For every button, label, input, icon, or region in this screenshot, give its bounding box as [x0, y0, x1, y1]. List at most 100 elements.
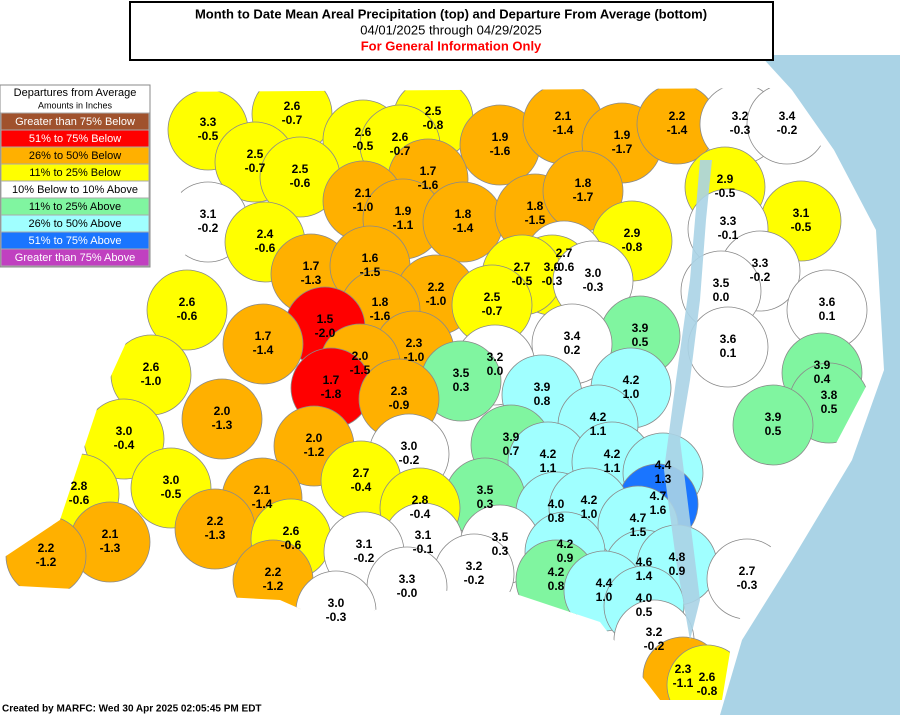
precip-label: 3.9: [632, 321, 649, 335]
departure-label: 0.8: [534, 394, 551, 408]
departure-label: 1.3: [655, 472, 672, 486]
departure-label: -0.2: [198, 221, 219, 235]
precip-label: 3.4: [564, 329, 581, 343]
departure-label: 0.5: [765, 424, 782, 438]
departure-label: 0.1: [720, 346, 737, 360]
departure-label: -1.0: [141, 374, 162, 388]
departure-label: -0.5: [353, 139, 374, 153]
departure-label: -0.4: [351, 480, 372, 494]
precip-label: 2.1: [254, 483, 271, 497]
departure-label: 0.3: [453, 380, 470, 394]
departure-label: 1.1: [590, 424, 607, 438]
departure-label: -0.3: [326, 610, 347, 624]
precip-label: 1.7: [255, 329, 272, 343]
departure-label: -1.6: [370, 309, 391, 323]
precip-label: 4.6: [636, 555, 653, 569]
departure-label: -0.6: [554, 260, 575, 274]
precip-label: 3.6: [720, 332, 737, 346]
departure-label: -1.4: [553, 123, 574, 137]
departure-label: -1.4: [667, 123, 688, 137]
precip-label: 1.9: [492, 130, 509, 144]
precip-label: 3.0: [544, 260, 561, 274]
departure-label: 1.1: [604, 461, 621, 475]
precip-label: 4.7: [630, 511, 647, 525]
departure-label: -2.0: [315, 326, 336, 340]
precip-label: 2.5: [425, 104, 442, 118]
precip-label: 1.7: [323, 373, 340, 387]
departure-label: 0.0: [713, 290, 730, 304]
precip-label: 2.1: [355, 186, 372, 200]
departure-label: -0.6: [281, 538, 302, 552]
bay: [664, 160, 712, 640]
precip-label: 2.7: [353, 466, 370, 480]
precip-label: 2.5: [247, 147, 264, 161]
precip-label: 4.0: [636, 591, 653, 605]
precip-label: 2.6: [283, 524, 300, 538]
precip-label: 3.8: [821, 388, 838, 402]
precip-label: 2.1: [555, 109, 572, 123]
precip-label: 3.5: [453, 366, 470, 380]
precip-label: 2.3: [406, 336, 423, 350]
precip-label: 2.0: [352, 349, 369, 363]
departure-label: 1.4: [636, 569, 653, 583]
departure-label: -0.8: [622, 240, 643, 254]
precip-label: 3.3: [720, 214, 737, 228]
dates: 04/01/2025 through 04/29/2025: [360, 22, 541, 37]
precip-label: 1.9: [614, 128, 631, 142]
departure-label: -1.0: [353, 200, 374, 214]
departure-label: -1.7: [573, 190, 594, 204]
precip-label: 1.9: [395, 204, 412, 218]
departure-label: -1.5: [360, 265, 381, 279]
precip-label: 1.8: [575, 176, 592, 190]
note: For General Information Only: [361, 38, 542, 53]
departure-label: -0.6: [69, 493, 90, 507]
precip-label: 1.7: [420, 164, 437, 178]
precip-label: 4.2: [540, 447, 557, 461]
departure-label: -1.4: [253, 343, 274, 357]
precip-label: 3.9: [814, 358, 831, 372]
precip-label: 3.0: [401, 439, 418, 453]
precip-label: 3.2: [466, 559, 483, 573]
departure-label: -0.5: [715, 186, 736, 200]
departure-label: -0.5: [198, 129, 219, 143]
departure-label: -0.7: [282, 113, 303, 127]
precip-label: 3.2: [732, 109, 749, 123]
departure-label: -0.3: [730, 123, 751, 137]
precip-label: 4.2: [557, 537, 574, 551]
precip-label: 3.1: [356, 537, 373, 551]
departure-label: -0.5: [512, 274, 533, 288]
precip-label: 3.4: [779, 109, 796, 123]
precip-label: 2.6: [284, 99, 301, 113]
precip-label: 3.1: [415, 528, 432, 542]
departure-label: -0.1: [413, 542, 434, 556]
precip-label: 2.2: [669, 109, 686, 123]
departure-label: -0.6: [255, 241, 276, 255]
precip-label: 3.0: [585, 266, 602, 280]
precip-label: 3.3: [752, 256, 769, 270]
legend-label: 51% to 75% Below: [29, 133, 121, 145]
departure-label: 1.6: [650, 503, 667, 517]
precip-label: 4.2: [623, 373, 640, 387]
departure-label: -0.2: [464, 573, 485, 587]
departure-label: -1.0: [426, 294, 447, 308]
precip-label: 3.0: [163, 473, 180, 487]
precip-label: 3.0: [328, 596, 345, 610]
region: [181, 378, 263, 460]
departure-label: -0.2: [777, 123, 798, 137]
precip-label: 3.9: [503, 430, 520, 444]
precip-label: 2.7: [514, 260, 531, 274]
precip-label: 3.3: [200, 115, 217, 129]
region: [732, 384, 814, 466]
departure-label: -0.5: [791, 220, 812, 234]
precip-label: 3.9: [534, 380, 551, 394]
departure-label: -1.2: [263, 579, 284, 593]
region: [146, 269, 228, 351]
precip-label: 4.0: [548, 497, 565, 511]
precip-label: 3.0: [116, 424, 133, 438]
precip-label: 4.4: [655, 458, 672, 472]
departure-label: -0.8: [697, 684, 718, 698]
legend-label: 51% to 75% Above: [29, 235, 122, 247]
precip-label: 2.9: [624, 226, 641, 240]
legend-label: 26% to 50% Below: [29, 150, 121, 162]
